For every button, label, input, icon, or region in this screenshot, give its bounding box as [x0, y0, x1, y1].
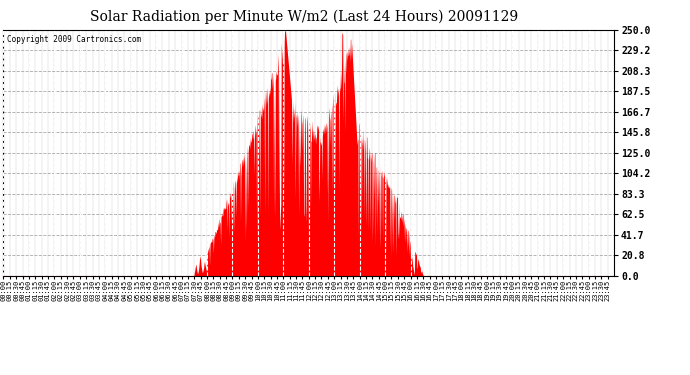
Text: Copyright 2009 Cartronics.com: Copyright 2009 Cartronics.com [6, 35, 141, 44]
Text: Solar Radiation per Minute W/m2 (Last 24 Hours) 20091129: Solar Radiation per Minute W/m2 (Last 24… [90, 9, 518, 24]
